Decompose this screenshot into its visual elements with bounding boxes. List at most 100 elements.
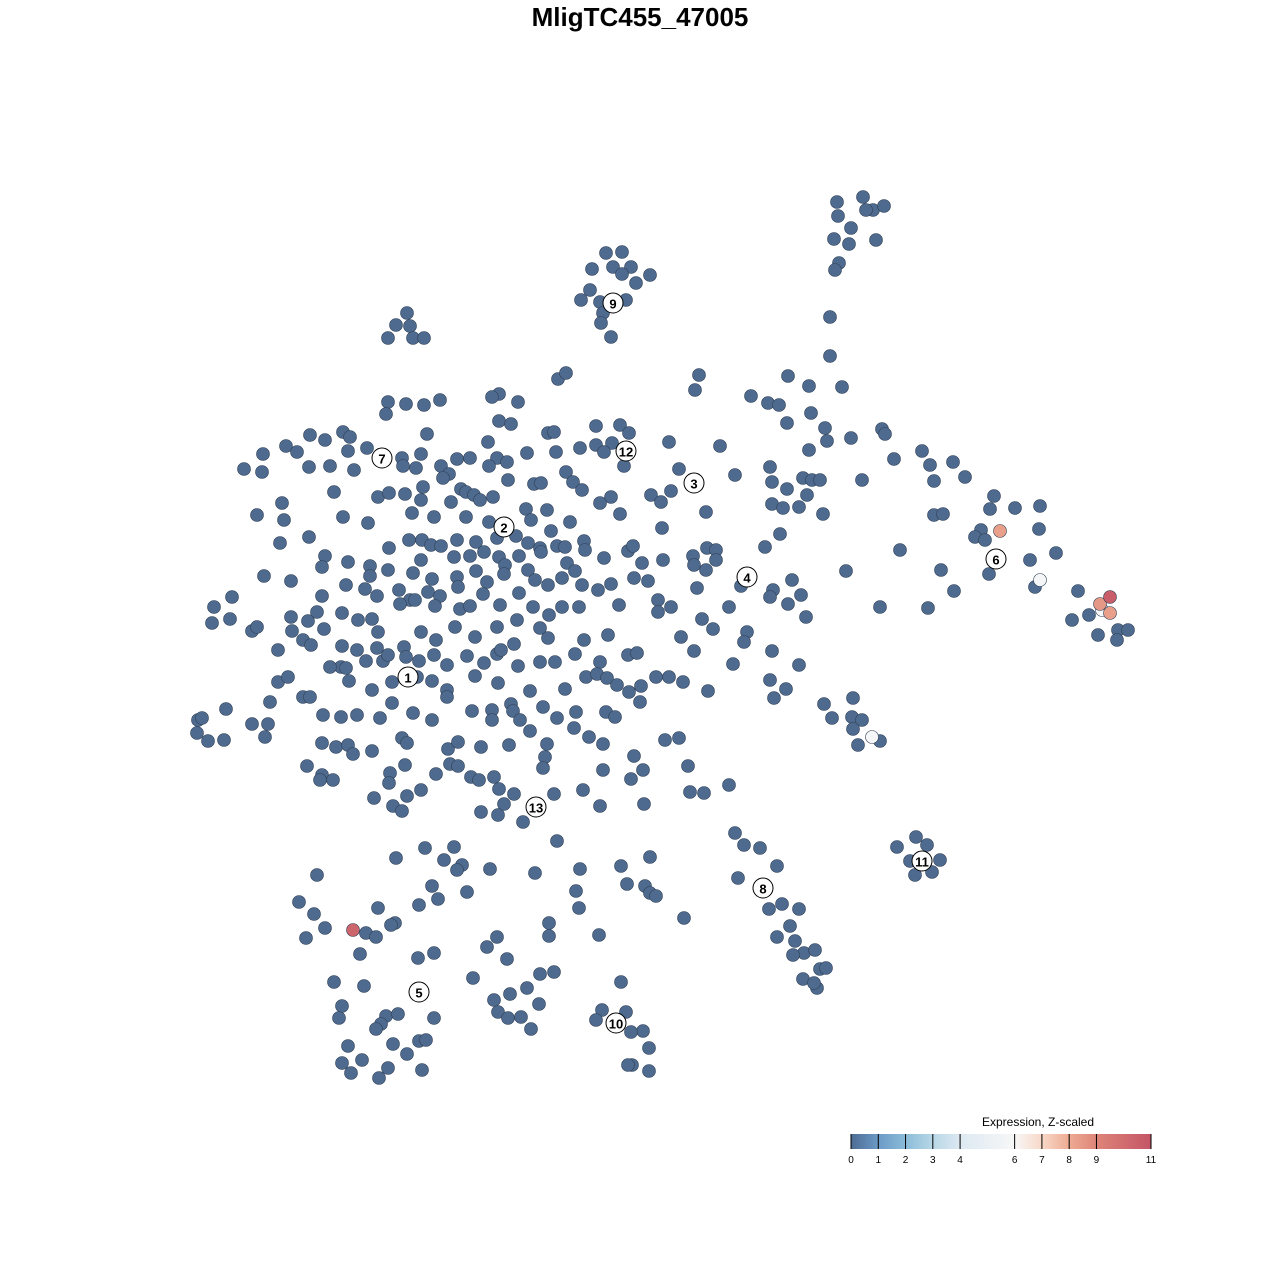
cell-point xyxy=(695,612,709,626)
cell-point xyxy=(767,691,781,705)
cell-point xyxy=(536,700,550,714)
cell-point xyxy=(431,892,445,906)
cell-point xyxy=(613,507,627,521)
cell-point xyxy=(429,767,443,781)
cell-point xyxy=(643,268,657,282)
cell-point xyxy=(558,540,572,554)
cell-point xyxy=(920,838,934,852)
points-layer xyxy=(190,190,1135,1085)
cell-point xyxy=(350,643,364,657)
cell-point xyxy=(620,877,634,891)
cell-point xyxy=(406,566,420,580)
cell-point xyxy=(987,489,1001,503)
cell-point xyxy=(436,471,450,485)
cell-point xyxy=(642,1041,656,1055)
cell-point xyxy=(481,435,495,449)
cell-point xyxy=(500,952,514,966)
cell-point xyxy=(674,630,688,644)
cell-point xyxy=(285,624,299,638)
cell-point xyxy=(597,551,611,565)
cell-point xyxy=(336,510,350,524)
cell-point xyxy=(677,911,691,925)
cell-point xyxy=(651,605,665,619)
cell-point xyxy=(487,770,501,784)
cell-point xyxy=(846,722,860,736)
cell-point xyxy=(799,610,813,624)
cell-point xyxy=(662,435,676,449)
cluster-label: 6 xyxy=(985,548,1007,570)
cell-point xyxy=(583,283,597,297)
cell-point xyxy=(381,648,395,662)
cell-point xyxy=(469,564,483,578)
cell-point xyxy=(534,545,548,559)
cell-point xyxy=(463,451,477,465)
cell-point xyxy=(521,563,535,577)
cell-point xyxy=(225,590,239,604)
cell-point xyxy=(398,758,412,772)
cell-point xyxy=(341,444,355,458)
cell-point xyxy=(550,711,564,725)
cell-point xyxy=(781,597,795,611)
cluster-label: 7 xyxy=(371,447,393,469)
cell-point xyxy=(1033,499,1047,513)
cell-point xyxy=(825,711,839,725)
cell-point xyxy=(779,682,793,696)
cell-point xyxy=(427,510,441,524)
cell-point xyxy=(1032,522,1046,536)
cell-point xyxy=(491,1005,505,1019)
legend-colorbar xyxy=(851,1134,1151,1149)
cluster-label-badge xyxy=(911,850,933,872)
cell-point xyxy=(381,1061,395,1075)
cell-point xyxy=(335,606,349,620)
cell-point xyxy=(728,468,742,482)
cell-point xyxy=(681,759,695,773)
cell-point xyxy=(816,507,830,521)
cell-point xyxy=(463,599,477,613)
cell-point xyxy=(601,628,615,642)
cell-point xyxy=(772,398,786,412)
cell-point xyxy=(302,530,316,544)
cell-point xyxy=(405,506,419,520)
cell-point xyxy=(592,928,606,942)
cell-point xyxy=(604,490,618,504)
cell-point xyxy=(744,389,758,403)
cell-point xyxy=(315,589,329,603)
cell-point xyxy=(773,527,787,541)
cell-point xyxy=(315,736,329,750)
cell-point xyxy=(627,749,641,763)
cell-point xyxy=(690,581,704,595)
cluster-label-badge xyxy=(408,981,430,1003)
cell-point xyxy=(419,1033,433,1047)
cell-point xyxy=(542,608,556,622)
cell-point xyxy=(676,675,690,689)
cell-point xyxy=(299,931,313,945)
cell-point xyxy=(468,630,482,644)
cell-point xyxy=(563,515,577,529)
cluster-label-badge xyxy=(493,516,515,538)
cell-point xyxy=(839,564,853,578)
cell-point xyxy=(427,648,441,662)
cell-point xyxy=(497,567,511,581)
cell-point xyxy=(578,543,592,557)
cell-point xyxy=(315,560,329,574)
cell-point xyxy=(400,306,414,320)
cell-point xyxy=(447,550,461,564)
cell-point xyxy=(313,773,327,787)
cell-point xyxy=(414,447,428,461)
cell-point xyxy=(921,601,935,615)
cell-point xyxy=(830,195,844,209)
cluster-label-text: 7 xyxy=(378,452,385,467)
cell-point xyxy=(327,485,341,499)
cell-point xyxy=(699,505,713,519)
cell-point xyxy=(701,684,715,698)
cell-point xyxy=(386,1037,400,1051)
cell-point xyxy=(605,436,619,450)
cell-point xyxy=(263,695,277,709)
cell-point xyxy=(713,439,727,453)
cell-point xyxy=(428,599,442,613)
cell-point xyxy=(823,310,837,324)
cell-point xyxy=(555,600,569,614)
cell-point xyxy=(758,540,772,554)
cell-point xyxy=(783,919,797,933)
